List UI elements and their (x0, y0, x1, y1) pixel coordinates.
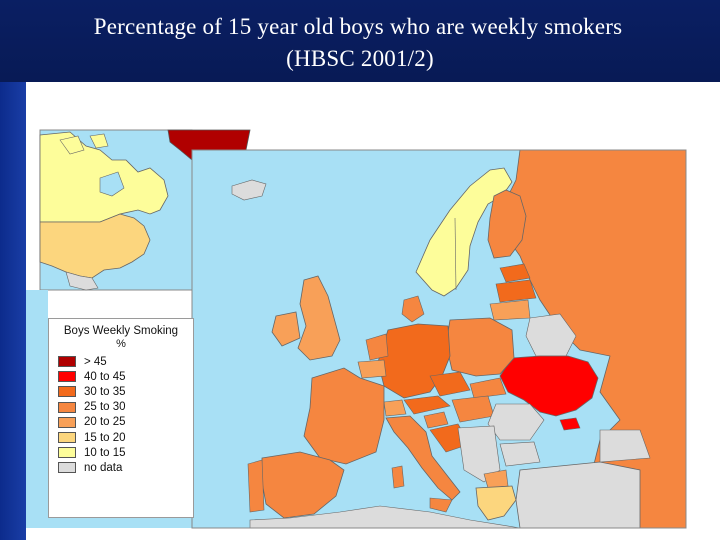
turkey-region (515, 461, 641, 529)
sardinia-region (391, 465, 405, 489)
legend-label: 15 to 20 (84, 431, 126, 444)
czech-region (429, 371, 471, 397)
bulgaria-region (499, 441, 541, 467)
italy-region (385, 415, 461, 501)
legend-items: > 45 40 to 45 30 to 35 25 to 30 20 to 25 15 t… (49, 354, 193, 476)
netherlands-region (365, 333, 389, 361)
map-legend: Boys Weekly Smoking % > 45 40 to 45 30 to … (48, 318, 194, 518)
legend-item: 20 to 25 (58, 415, 193, 430)
sicily-region (429, 497, 453, 513)
spain-region (261, 451, 345, 519)
switzerland-region (383, 399, 407, 417)
legend-item: 25 to 30 (58, 400, 193, 415)
legend-swatch (58, 371, 76, 383)
legend-item: 40 to 45 (58, 369, 193, 384)
legend-swatch (58, 432, 76, 444)
denmark-region (401, 295, 425, 323)
legend-label: 10 to 15 (84, 446, 126, 459)
legend-label: no data (84, 461, 123, 474)
ireland-region (271, 311, 301, 347)
belgium-region (357, 359, 387, 379)
legend-title: Boys Weekly Smoking (63, 325, 179, 337)
legend-swatch (58, 356, 76, 368)
legend-label: 20 to 25 (84, 416, 126, 429)
legend-swatch (58, 447, 76, 459)
uk-region (297, 275, 341, 361)
legend-swatch (58, 462, 76, 474)
legend-swatch (58, 386, 76, 398)
austria-region (403, 395, 451, 415)
poland-region (445, 317, 515, 377)
france-region (303, 367, 385, 465)
legend-item: no data (58, 460, 193, 475)
slovakia-region (469, 377, 507, 399)
legend-label: > 45 (84, 355, 107, 368)
legend-unit: % (116, 338, 126, 350)
arctic-island (59, 135, 85, 155)
romania-region (487, 403, 545, 441)
slide-title-bar (0, 0, 720, 82)
usa-region (39, 213, 151, 279)
legend-label: 40 to 45 (84, 370, 126, 383)
legend-label: 30 to 35 (84, 385, 126, 398)
legend-swatch (58, 401, 76, 413)
greece-region (475, 485, 517, 521)
estonia-region (499, 263, 531, 283)
latvia-region (495, 279, 537, 303)
legend-item: 15 to 20 (58, 430, 193, 445)
slide-side-band (0, 82, 26, 540)
legend-swatch (58, 416, 76, 428)
legend-item: 10 to 15 (58, 445, 193, 460)
slide-title-line-1: Percentage of 15 year old boys who are w… (93, 14, 623, 39)
legend-item: 30 to 35 (58, 384, 193, 399)
arctic-island (89, 133, 109, 149)
slide-title-line-2: (HBSC 2001/2) (286, 46, 434, 71)
portugal-region (247, 459, 265, 513)
ukraine-region (499, 355, 599, 417)
finland-region (487, 189, 527, 259)
iceland-region (231, 179, 267, 201)
slovenia-region (423, 411, 449, 429)
legend-item: > 45 (58, 354, 193, 369)
legend-label: 25 to 30 (84, 401, 126, 414)
crimea-region (559, 417, 581, 431)
north-america-inset (39, 129, 251, 291)
